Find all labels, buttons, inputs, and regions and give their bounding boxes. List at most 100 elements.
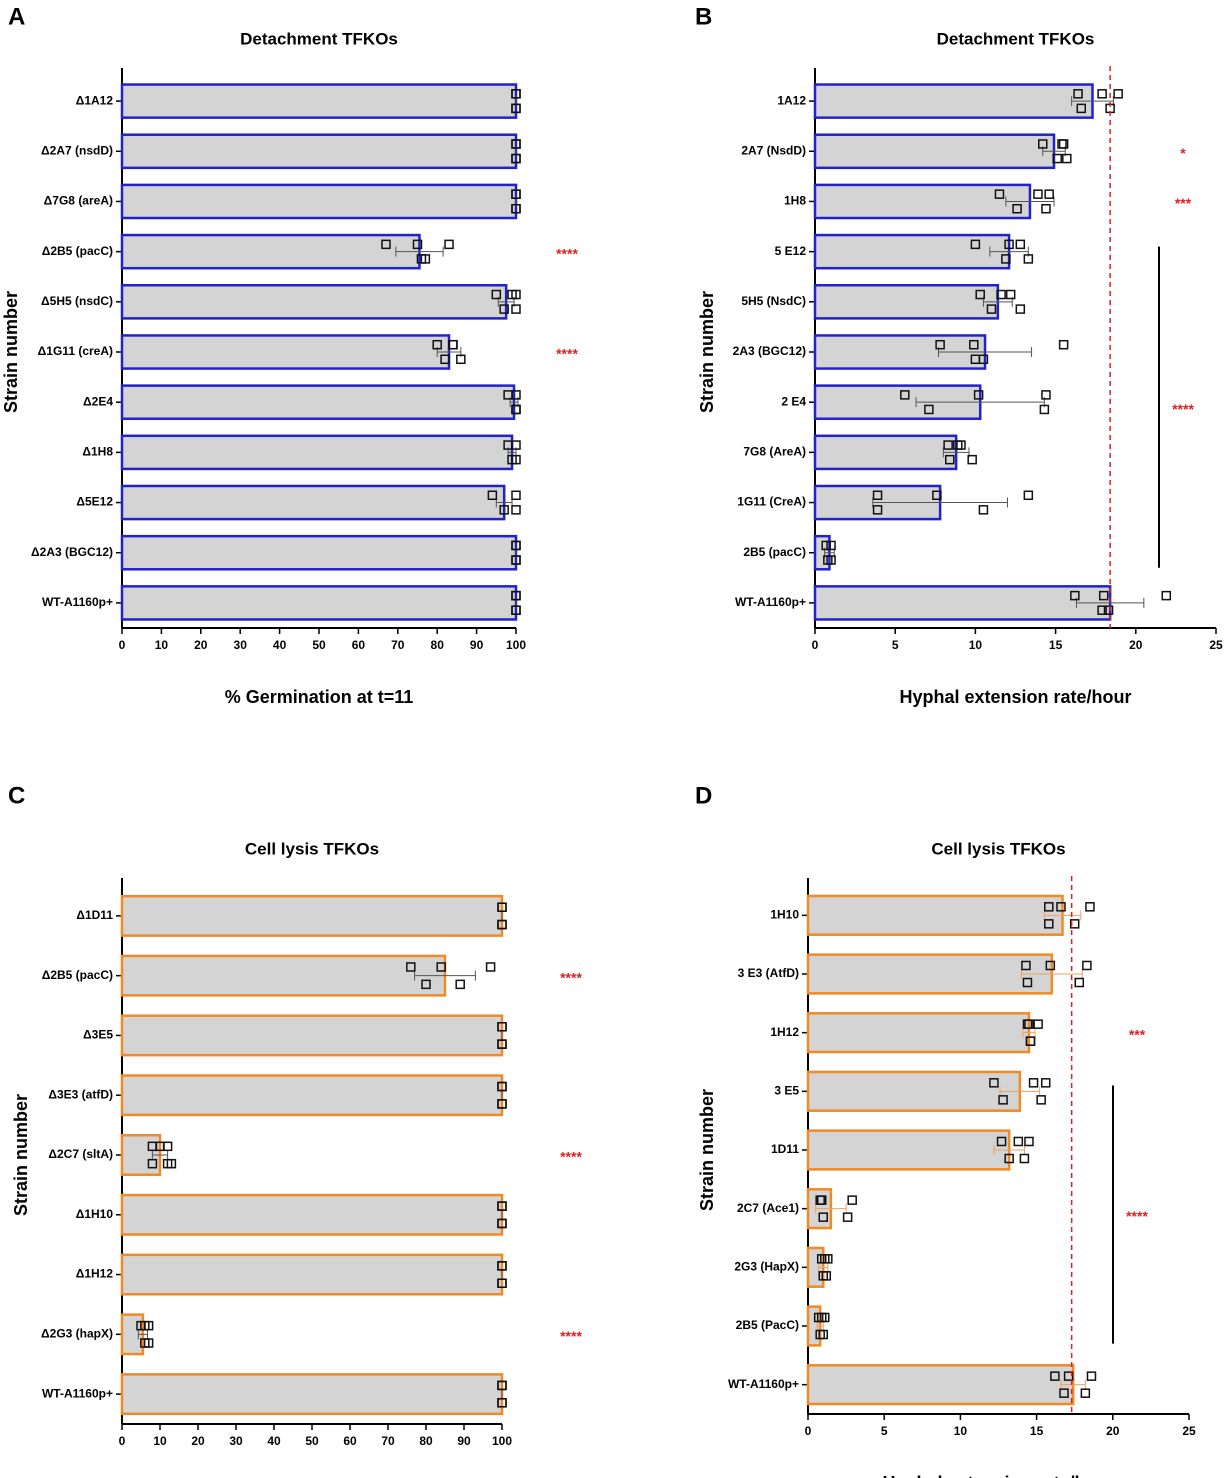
data-point [1073,89,1083,99]
y-tick-label: Δ2E4 [83,394,113,408]
data-point [1076,103,1087,114]
data-point [935,339,945,350]
data-point [872,505,883,515]
data-point [421,979,431,990]
data-point [497,902,507,912]
y-tick-label: 3 E5 [774,1084,799,1098]
x-tick-label: 10 [969,638,983,652]
data-point [820,1312,830,1323]
data-point [978,505,989,515]
data-point [511,605,521,615]
x-tick-label: 10 [153,1434,167,1448]
data-point [994,189,1005,199]
panel-chart: A Detachment TFKOs % Germination at t=11 St… [1,3,579,706]
data-point [412,239,423,250]
data-point [1097,605,1107,615]
y-tick-label: 2A3 (BGC12) [733,344,806,358]
data-point [1074,977,1085,988]
bar [806,1129,1011,1171]
y-tick-label: Δ1A12 [76,93,114,107]
x-tick-label: 100 [506,638,526,652]
y-tick-label: 2 E4 [781,394,806,408]
data-point [1039,404,1050,415]
data-point [497,1261,507,1271]
x-axis-label: Hyphal extension rate/hour [882,1473,1114,1478]
x-tick-label: 80 [419,1434,433,1448]
bar [120,484,506,521]
y-tick-label: Δ2B5 (pacC) [42,244,113,258]
data-point [511,103,521,114]
y-tick-label: 2A7 (NsdD) [741,143,806,157]
y-tick-label: WT-A1160p+ [42,595,113,609]
data-point [1033,189,1043,199]
y-tick-label: Δ1H8 [82,445,113,459]
data-point [1038,139,1048,149]
data-point [491,289,502,300]
data-point [497,1201,507,1211]
y-tick-label: 1H12 [770,1025,799,1039]
x-tick-label: 30 [234,638,248,652]
bar [120,183,518,220]
data-point [497,1380,507,1391]
data-point [456,354,466,365]
data-point [1059,1388,1069,1398]
data-point [497,1218,507,1229]
data-point [448,339,458,350]
data-point [511,540,521,551]
error-bar [137,1329,148,1340]
data-point [143,1338,154,1348]
data-point [499,505,509,515]
data-point [932,490,942,501]
x-tick-label: 5 [892,638,899,652]
data-point [166,1158,177,1169]
data-point [973,390,984,400]
data-point [1044,189,1054,199]
bar [120,585,518,621]
data-point [1058,339,1069,350]
error-bar [816,1321,824,1331]
data-point [818,1212,828,1222]
significance: **** [560,969,582,985]
y-tick-label: 1D11 [771,1142,799,1156]
data-point [511,505,521,515]
bar [120,133,518,170]
data-point [1082,960,1092,971]
bar [120,1193,504,1236]
bar [120,1373,504,1416]
data-point [944,454,955,465]
significance: **** [1126,1208,1148,1224]
x-tick-label: 30 [229,1434,243,1448]
data-point [872,490,883,501]
data-point [1025,1036,1036,1046]
data-point [1041,390,1051,400]
bar [813,83,1094,119]
error-bar [818,1262,829,1273]
data-point [381,239,391,250]
x-tick-label: 20 [1129,638,1143,652]
data-point [967,454,977,465]
data-point [1012,203,1022,214]
data-point [1098,590,1109,601]
y-tick-label: Δ1D11 [76,908,113,922]
x-tick-label: 60 [343,1434,357,1448]
data-point [511,555,521,565]
data-point [511,590,521,601]
y-tick-label: 1A12 [777,93,806,107]
panel-letter: B [695,3,712,30]
data-point [826,555,836,565]
data-point [511,153,521,164]
data-point [986,304,997,314]
data-point [507,289,517,300]
data-point [511,454,521,465]
bar [120,1074,504,1117]
data-point [497,1081,507,1092]
error-bar [872,497,1008,508]
significance: **** [556,245,578,261]
data-point [975,289,985,300]
data-point [1080,1388,1091,1398]
data-point [1103,605,1114,615]
y-tick-label: Δ3E5 [83,1028,113,1042]
data-point [1044,902,1054,912]
data-point [497,1278,507,1288]
data-point [953,440,963,450]
